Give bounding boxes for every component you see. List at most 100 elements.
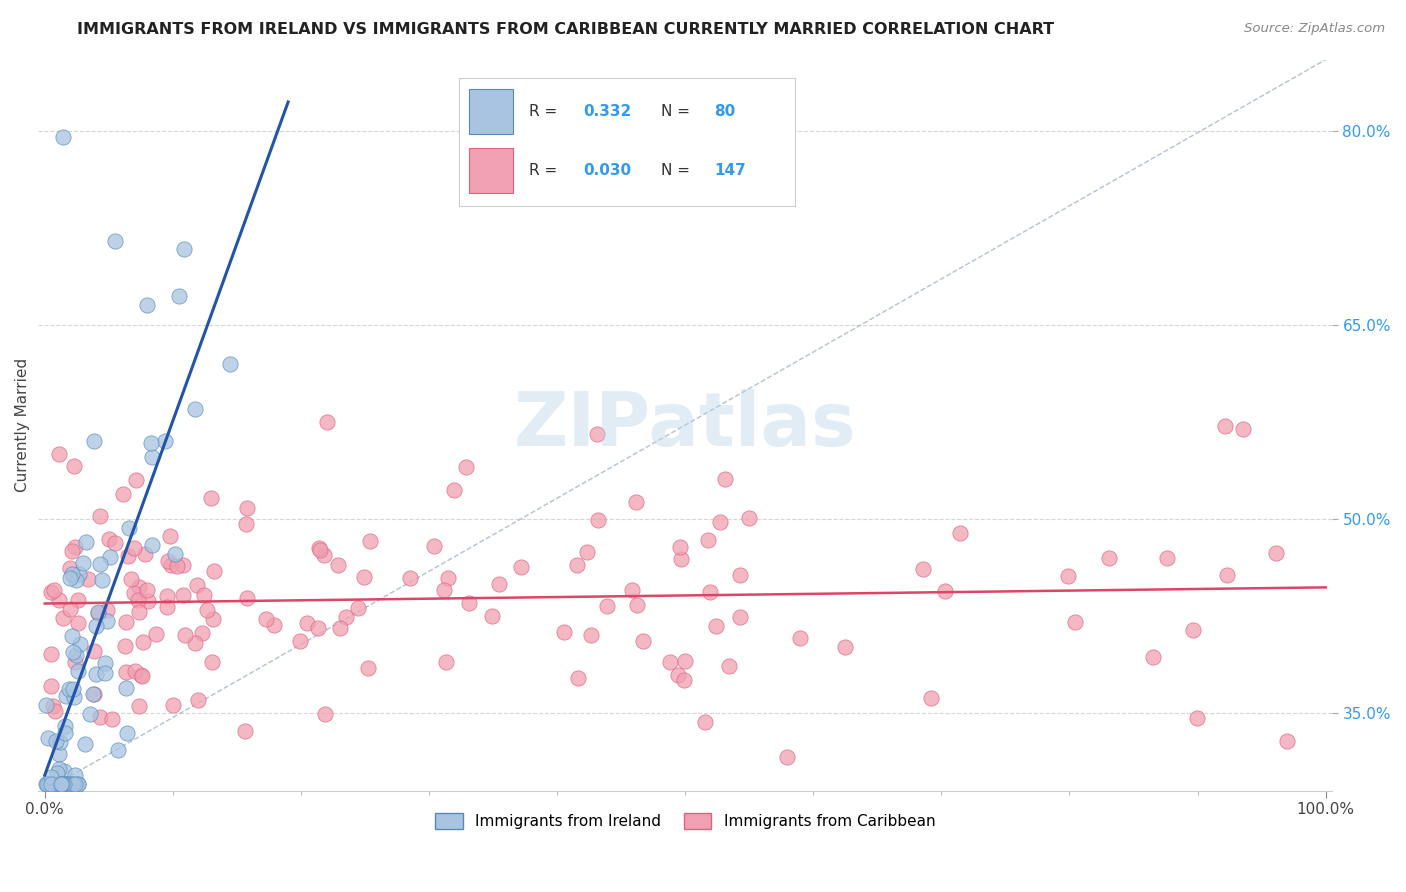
- Point: [621, 582, 644, 597]
- Point: [666, 668, 689, 682]
- Point: [62, 777, 84, 791]
- Point: [124, 664, 146, 678]
- Point: [39, 770, 62, 784]
- Point: [586, 426, 609, 441]
- Point: [62, 459, 84, 474]
- Point: [35, 698, 58, 713]
- Point: [235, 516, 257, 531]
- Point: [704, 619, 727, 633]
- Point: [82, 687, 104, 701]
- Point: [135, 582, 157, 597]
- Point: [89, 558, 111, 572]
- Point: [51, 777, 73, 791]
- Point: [52, 764, 75, 779]
- Point: [153, 434, 176, 448]
- Point: [141, 450, 163, 464]
- Point: [236, 591, 259, 606]
- Point: [49, 734, 72, 748]
- Point: [581, 628, 603, 642]
- Point: [233, 723, 256, 738]
- Point: [659, 655, 682, 669]
- Point: [567, 558, 589, 573]
- Point: [131, 635, 153, 649]
- Point: [114, 639, 136, 653]
- Point: [58, 777, 80, 791]
- Point: [63, 768, 86, 782]
- Point: [67, 664, 90, 678]
- Text: IMMIGRANTS FROM IRELAND VS IMMIGRANTS FROM CARIBBEAN CURRENTLY MARRIED CORRELATI: IMMIGRANTS FROM IRELAND VS IMMIGRANTS FR…: [77, 22, 1054, 37]
- Point: [38, 777, 60, 791]
- Point: [288, 634, 311, 648]
- Point: [62, 644, 84, 658]
- Point: [314, 706, 336, 721]
- Point: [51, 777, 73, 791]
- Point: [696, 533, 718, 547]
- Point: [118, 521, 141, 535]
- Point: [67, 566, 90, 581]
- Point: [45, 734, 67, 748]
- Point: [307, 621, 329, 635]
- Text: Source: ZipAtlas.com: Source: ZipAtlas.com: [1244, 22, 1385, 36]
- Point: [66, 777, 89, 791]
- Point: [79, 707, 101, 722]
- Point: [263, 618, 285, 632]
- Point: [53, 777, 76, 791]
- Point: [200, 491, 222, 505]
- Point: [219, 357, 242, 371]
- Point: [328, 558, 350, 572]
- Point: [693, 715, 716, 730]
- Point: [39, 777, 62, 791]
- Point: [48, 763, 70, 777]
- Point: [58, 777, 80, 791]
- Point: [204, 564, 226, 578]
- Point: [141, 538, 163, 552]
- Point: [84, 619, 107, 633]
- Point: [193, 588, 215, 602]
- Point: [58, 561, 80, 575]
- Point: [172, 558, 194, 572]
- Point: [553, 625, 575, 640]
- Point: [117, 726, 139, 740]
- Point: [195, 603, 218, 617]
- Point: [89, 710, 111, 724]
- Legend: Immigrants from Ireland, Immigrants from Caribbean: Immigrants from Ireland, Immigrants from…: [429, 807, 941, 836]
- Point: [434, 655, 457, 669]
- Point: [66, 777, 89, 791]
- Point: [98, 532, 121, 546]
- Point: [1064, 615, 1087, 629]
- Point: [172, 588, 194, 602]
- Point: [187, 693, 209, 707]
- Point: [308, 543, 330, 558]
- Point: [673, 673, 696, 688]
- Point: [699, 585, 721, 599]
- Point: [117, 549, 139, 563]
- Point: [669, 540, 692, 554]
- Point: [454, 460, 477, 475]
- Point: [129, 667, 152, 681]
- Point: [58, 682, 80, 697]
- Point: [35, 777, 58, 791]
- Point: [52, 777, 75, 791]
- Point: [44, 777, 66, 791]
- Point: [90, 573, 112, 587]
- Point: [63, 777, 86, 791]
- Point: [65, 655, 87, 669]
- Point: [1057, 568, 1080, 582]
- Point: [433, 583, 456, 598]
- Point: [42, 699, 65, 714]
- Point: [48, 747, 70, 761]
- Point: [236, 501, 259, 516]
- Point: [52, 130, 75, 145]
- Point: [69, 637, 91, 651]
- Point: [166, 558, 188, 573]
- Point: [136, 298, 159, 312]
- Point: [75, 535, 97, 549]
- Point: [55, 690, 77, 704]
- Point: [254, 612, 277, 626]
- Point: [128, 698, 150, 713]
- Point: [60, 543, 83, 558]
- Point: [357, 660, 380, 674]
- Point: [98, 549, 121, 564]
- Point: [920, 691, 942, 706]
- Point: [42, 582, 65, 597]
